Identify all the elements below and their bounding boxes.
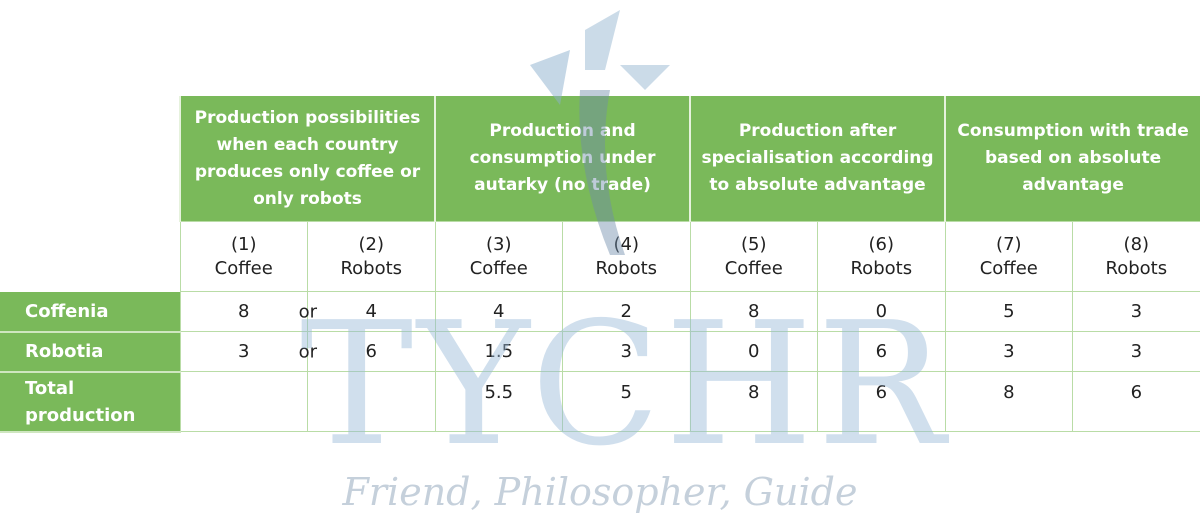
corner-cell: [0, 221, 180, 292]
table-row-robotia: Robotia 3 or 6 1.5 3 0 6 3 3: [0, 331, 1200, 373]
column-number: (3): [486, 233, 512, 255]
column-header: (2) Robots: [307, 221, 436, 292]
table-cell: [179, 371, 308, 432]
table-cell: 8 or: [179, 291, 317, 332]
row-label: Total production: [0, 371, 180, 433]
column-label: Robots: [850, 257, 913, 279]
cell-value: 8: [238, 301, 250, 322]
column-number: (6): [868, 233, 895, 255]
column-header: (5) Coffee: [689, 221, 819, 292]
column-label: Robots: [340, 257, 403, 279]
table-cell: 5.5: [434, 371, 564, 432]
column-label: Coffee: [214, 257, 273, 279]
column-header: (1) Coffee: [179, 221, 308, 292]
watermark-tagline: Friend, Philosopher, Guide: [342, 470, 858, 514]
table-cell: 6: [1072, 371, 1200, 432]
table-cell: 6: [307, 331, 436, 372]
table-cell: 3: [944, 331, 1074, 372]
table-cell: 2: [562, 291, 691, 332]
table-cell: 3: [1072, 331, 1200, 372]
table-cell: 8: [689, 291, 819, 332]
column-number: (2): [358, 233, 385, 255]
comparison-table: Production possibilities when each count…: [0, 96, 1200, 433]
column-header: (6) Robots: [817, 221, 946, 292]
column-label: Coffee: [724, 257, 783, 279]
group-header-row: Production possibilities when each count…: [0, 96, 1200, 222]
group-header-production-possibilities: Production possibilities when each count…: [178, 96, 436, 222]
group-header-trade-consumption: Consumption with trade based on absolute…: [944, 96, 1200, 222]
column-header: (3) Coffee: [434, 221, 564, 292]
table-cell: [307, 371, 436, 432]
table-cell: 6: [817, 371, 946, 432]
group-header-autarky: Production and consumption under autarky…: [434, 96, 691, 222]
column-header: (8) Robots: [1072, 221, 1200, 292]
row-label: Robotia: [0, 331, 180, 373]
column-label: Coffee: [979, 257, 1038, 279]
column-number: (7): [996, 233, 1022, 255]
column-label: Robots: [595, 257, 658, 279]
table-cell: 5: [562, 371, 691, 432]
table-cell: 0: [817, 291, 946, 332]
column-number: (8): [1123, 233, 1150, 255]
column-number: (5): [741, 233, 767, 255]
column-header: (4) Robots: [562, 221, 691, 292]
column-number: (1): [231, 233, 257, 255]
column-header-row: (1) Coffee (2) Robots (3) Coffee (4) Robots …: [0, 221, 1200, 292]
row-label: Coffenia: [0, 291, 180, 333]
column-label: Coffee: [469, 257, 528, 279]
table-cell: 3: [562, 331, 691, 372]
table-row-coffenia: Coffenia 8 or 4 4 2 8 0 5 3: [0, 291, 1200, 333]
table-cell: 8: [944, 371, 1074, 432]
table-cell: 4: [307, 291, 436, 332]
table-cell: 3 or: [179, 331, 317, 372]
table-cell: 6: [817, 331, 946, 372]
corner-cell: [0, 96, 180, 222]
column-header: (7) Coffee: [944, 221, 1074, 292]
table-row-total-production: Total production 5.5 5 8 6 8 6: [0, 371, 1200, 433]
table-cell: 1.5: [434, 331, 564, 372]
column-number: (4): [613, 233, 640, 255]
cell-value: 3: [238, 341, 250, 362]
table-cell: 0: [689, 331, 819, 372]
table-cell: 5: [944, 291, 1074, 332]
table-cell: 3: [1072, 291, 1200, 332]
table-cell: 4: [434, 291, 564, 332]
table-cell: 8: [689, 371, 819, 432]
group-header-specialisation: Production after specialisation accordin…: [689, 96, 946, 222]
column-label: Robots: [1105, 257, 1168, 279]
